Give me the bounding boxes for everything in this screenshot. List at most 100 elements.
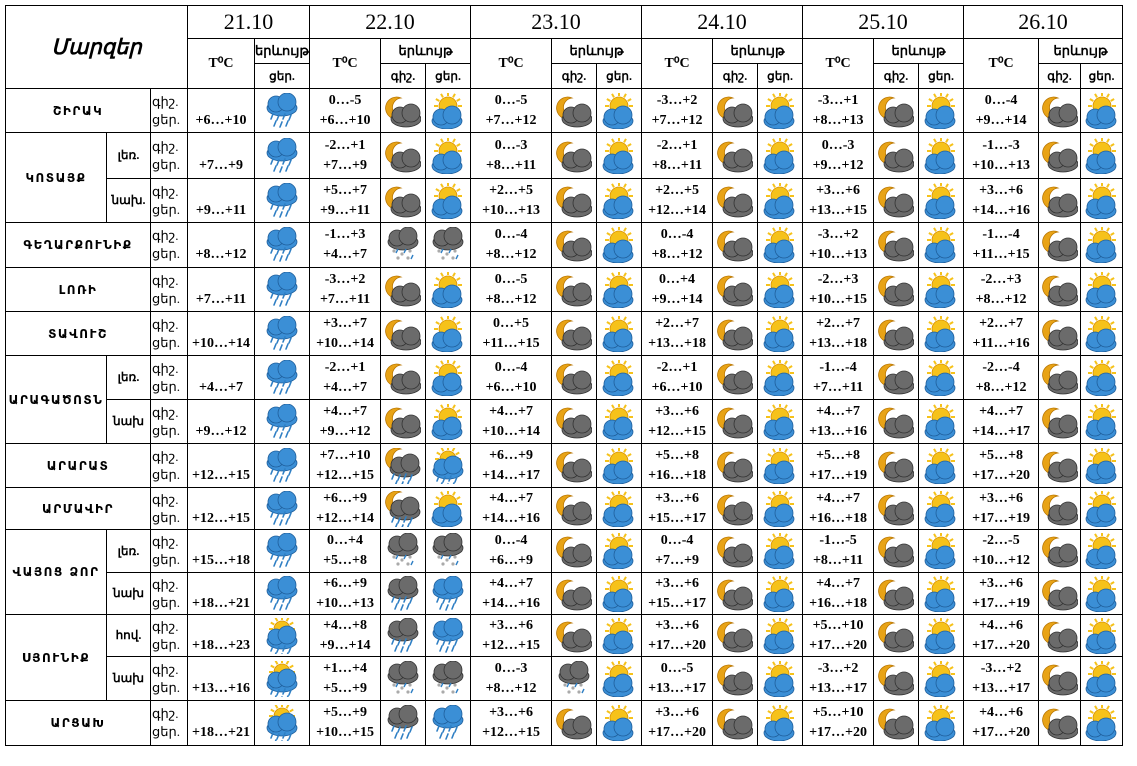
- night-label: գիշ.: [152, 360, 179, 376]
- day-label: ցեր.: [152, 594, 180, 610]
- night-header: գիշ.: [551, 63, 598, 89]
- rain-icon: [253, 572, 311, 615]
- temperature-cell: +4…+6 +17…+20: [963, 614, 1040, 657]
- night-label: գիշ.: [152, 576, 179, 592]
- sun-cloud-icon: [1080, 399, 1124, 444]
- day-label: ցեր.: [152, 334, 180, 350]
- temperature-cell: -1…-4 +11…+15: [963, 222, 1040, 268]
- region-name: ՍՅՈՒՆԻՔ: [5, 614, 107, 701]
- night-temperature: +4…+6: [979, 705, 1024, 720]
- sun-cloud-icon: [757, 529, 804, 573]
- day-temperature: +12…+15: [192, 510, 250, 526]
- night-temperature: +3…+6: [979, 182, 1024, 198]
- moon-cloud-icon: [1038, 88, 1082, 133]
- day-temperature: +6…+10: [651, 379, 703, 395]
- day-temperature: +8…+11: [651, 157, 703, 173]
- day-temperature: +10…+12: [972, 553, 1031, 568]
- day-temperature: +9…+14: [975, 112, 1027, 128]
- night-temperature: +3…+6: [816, 182, 861, 198]
- sun-cloud-icon: [757, 487, 804, 530]
- sun-cloud-icon: [757, 443, 804, 488]
- date-header: 24.10: [641, 5, 804, 39]
- sun-cloud-icon: [918, 487, 965, 530]
- sun-cloud-icon: [757, 178, 804, 223]
- temperature-cell: +6…+9 +14…+17: [470, 443, 553, 488]
- day-temperature: +9…+14: [651, 291, 703, 307]
- sleet-icon: [380, 222, 427, 268]
- night-temperature: +3…+6: [979, 575, 1024, 591]
- temperature-cell: 0…-5 +6…+10: [309, 88, 382, 133]
- temperature-cell: 0…-5 +8…+12: [470, 267, 553, 312]
- region-row: ԱՐՑԱԽ գիշ. ցեր. +18…+21 +5…+9 +10…+15 +3…+6 +: [5, 700, 1124, 746]
- sun-cloud-icon: [918, 132, 965, 179]
- day-temperature: +14…+16: [482, 510, 541, 526]
- moon-cloud-icon: [873, 443, 920, 488]
- day-temperature: +12…+14: [316, 510, 375, 526]
- temperature-cell: 0…-3 +8…+12: [470, 656, 553, 701]
- night-temperature: -1…-5: [819, 533, 857, 548]
- temperature-cell: +7…+9: [187, 132, 255, 179]
- period-label: գիշ. ցեր.: [150, 267, 188, 312]
- temperature-cell: +8…+12: [187, 222, 255, 268]
- night-label: գիշ.: [152, 706, 179, 721]
- day-temperature: +13…+17: [972, 680, 1031, 696]
- sun-cloud-icon: [918, 355, 965, 400]
- night-temperature: +3…+6: [655, 403, 700, 419]
- day-header: ցեր.: [253, 63, 311, 89]
- temperature-cell: +18…+21: [187, 572, 255, 615]
- night-temperature: +5…+8: [655, 447, 700, 463]
- region-row: ԳԵՂԱՐՔՈՒՆԻՔ գիշ. ցեր. +8…+12 -1…+3 +4…+7 0…-…: [5, 222, 1124, 268]
- temperature-cell: 0…-3 +8…+11: [470, 132, 553, 179]
- day-temperature: +6…+9: [489, 553, 534, 568]
- zone-label: նախ: [106, 399, 151, 444]
- day-temperature: +16…+18: [809, 510, 868, 526]
- moon-cloud-icon: [551, 222, 598, 268]
- sun-cloud-icon: [757, 222, 804, 268]
- period-label: գիշ. ցեր.: [150, 614, 188, 657]
- day-temperature: +13…+16: [192, 680, 250, 696]
- sun-cloud-icon: [596, 132, 643, 179]
- moon-cloud-icon: [712, 178, 759, 223]
- moon-cloud-icon: [712, 700, 759, 746]
- day-temperature: +8…+12: [975, 379, 1027, 395]
- temperature-cell: +12…+15: [187, 443, 255, 488]
- temperature-cell: 0…-4 +6…+9: [470, 529, 553, 573]
- period-label: գիշ. ցեր.: [150, 487, 188, 530]
- day-temperature: +13…+16: [809, 423, 868, 439]
- night-temperature: 0…-4: [494, 227, 528, 242]
- sun-cloud-icon: [1080, 443, 1124, 488]
- night-header: գիշ.: [873, 63, 920, 89]
- day-temperature: +17…+19: [972, 510, 1031, 526]
- moon-cloud-icon: [380, 311, 427, 356]
- night-label: գիշ.: [152, 183, 179, 199]
- rain-icon: [253, 88, 311, 133]
- moon-cloud-icon: [380, 355, 427, 400]
- moon-rain-icon: [380, 443, 427, 488]
- moon-cloud-icon: [380, 267, 427, 312]
- day-temperature: +15…+18: [192, 553, 250, 568]
- region-name: ԳԵՂԱՐՔՈՒՆԻՔ: [5, 222, 151, 268]
- night-temperature: +7…+10: [319, 447, 371, 463]
- night-temperature: -1…-4: [982, 227, 1020, 242]
- sun-cloud-icon: [1080, 529, 1124, 573]
- day-temperature: +13…+18: [809, 335, 868, 351]
- night-temperature: +3…+6: [655, 575, 700, 591]
- temperature-cell: +2…+5 +10…+13: [470, 178, 553, 223]
- moon-cloud-icon: [712, 443, 759, 488]
- night-label: գիշ.: [152, 228, 179, 243]
- temperature-cell: +5…+7 +9…+11: [309, 178, 382, 223]
- rain-icon: [253, 311, 311, 356]
- temperature-cell: +5…+10 +17…+20: [802, 614, 875, 657]
- phenomenon-header: երևույթ: [712, 38, 804, 64]
- phenomenon-header: երևույթ: [873, 38, 965, 64]
- temperature-cell: +2…+7 +13…+18: [802, 311, 875, 356]
- temperature-cell: +18…+21: [187, 700, 255, 746]
- region-row: նախ գիշ. ցեր. +13…+16 +1…+4 +5…+9 0…-3 +8…+12…: [6, 656, 1124, 701]
- moon-cloud-icon: [712, 88, 759, 133]
- sun-cloud-icon: [918, 267, 965, 312]
- day-temperature: +5…+8: [323, 553, 368, 568]
- region-name: ՇԻՐԱԿ: [5, 88, 151, 133]
- day-label: ցեր.: [152, 378, 180, 394]
- temperature-cell: -1…+3 +4…+7: [309, 222, 382, 268]
- day-temperature: +17…+20: [972, 467, 1031, 483]
